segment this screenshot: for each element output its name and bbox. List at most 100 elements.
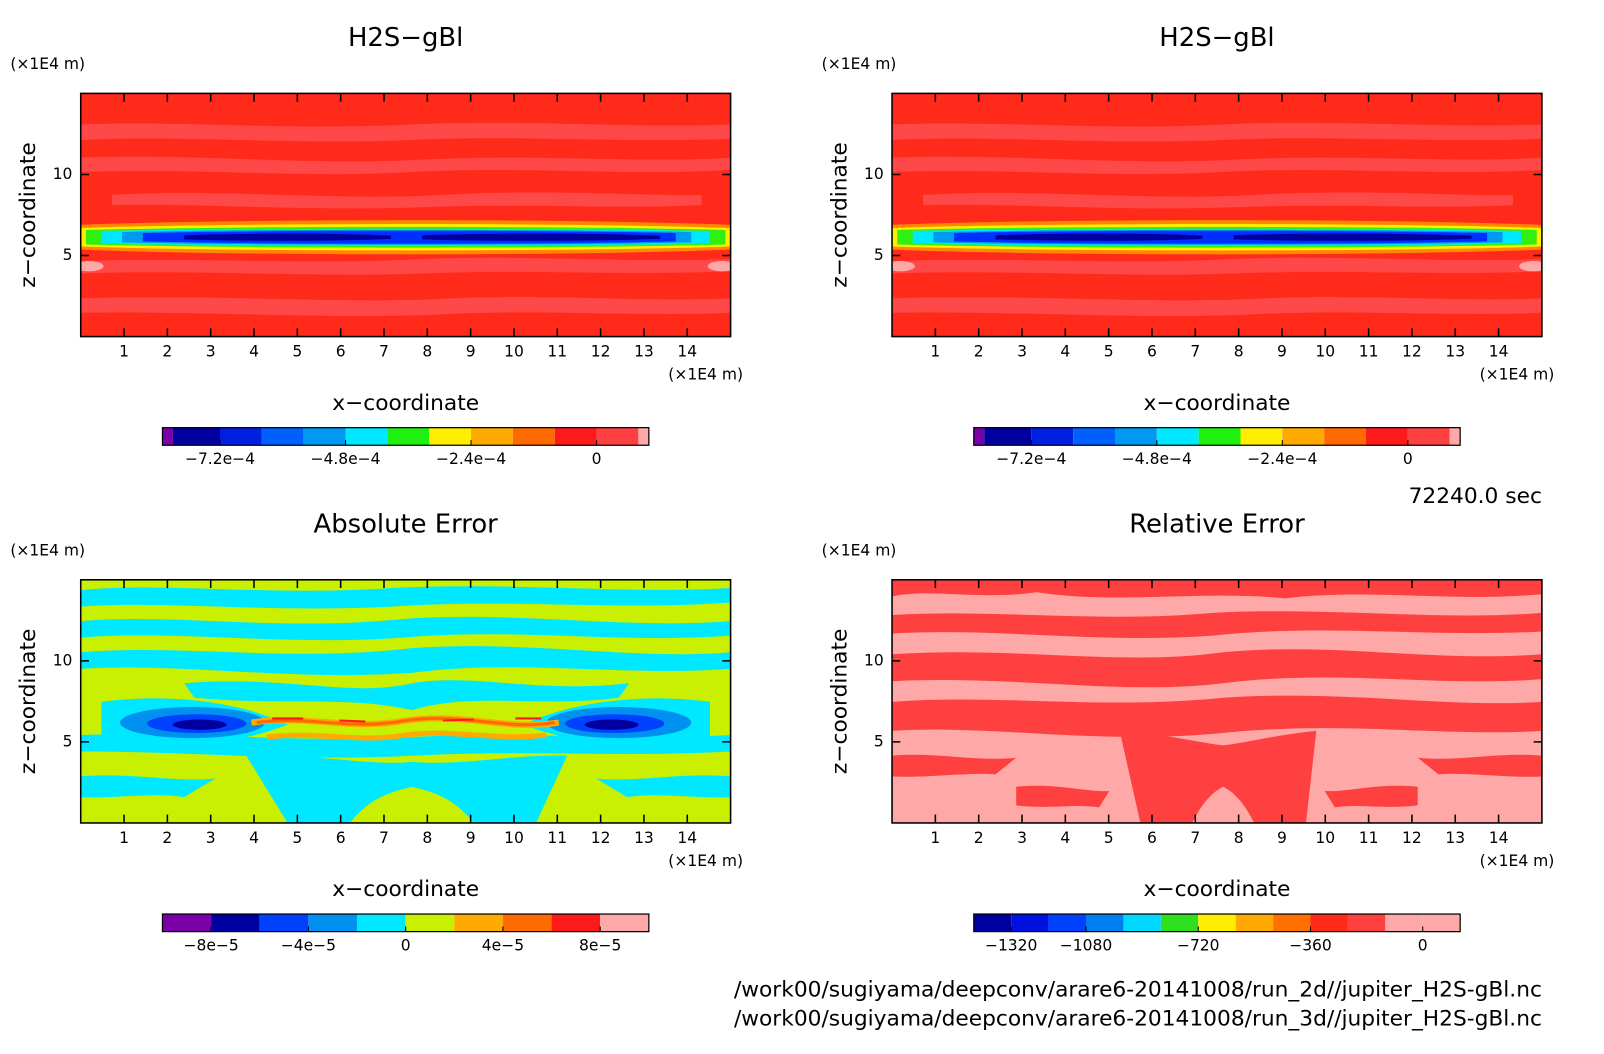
colorbar-segment [162, 914, 212, 932]
colorbar-segment [973, 914, 1012, 932]
x-tick-label: 5 [292, 829, 302, 847]
colorbar-frame [973, 913, 1461, 933]
colorbar-tick-label: 8e−5 [579, 937, 621, 955]
x-tick-label: 4 [249, 829, 259, 847]
colorbar-segment [1073, 427, 1115, 446]
colorbar-segment [512, 427, 555, 446]
colorbar-segment [984, 427, 1032, 446]
x-tick-label: 2 [162, 343, 172, 361]
x-tick-label: 10 [504, 829, 524, 847]
x-tick-label: 6 [1147, 829, 1157, 847]
x-unit: (×1E4 m) [668, 365, 743, 383]
x-tick-label: 6 [336, 829, 346, 847]
plot-frame [891, 92, 1543, 338]
colorbar-segment [1235, 914, 1274, 932]
x-tick-label: 8 [1234, 343, 1244, 361]
colorbar-tick-label: −4e−5 [281, 937, 336, 955]
y-axis-label: z−coordinate [16, 629, 41, 774]
colorbar-segment [1347, 914, 1386, 932]
x-tick-label: 9 [1277, 343, 1287, 361]
field-shapes [892, 579, 1542, 823]
x-tick-label: 3 [1017, 829, 1027, 847]
colorbar-segment [405, 914, 455, 932]
colorbar-segment [162, 427, 173, 446]
x-tick-label: 5 [1104, 829, 1114, 847]
x-tick-label: 8 [422, 343, 432, 361]
colorbar-segment [387, 427, 430, 446]
colorbar-frame [973, 427, 1461, 446]
plot-frame [79, 92, 732, 338]
colorbar-segment [219, 427, 262, 446]
x-tick-label: 2 [162, 829, 172, 847]
colorbar-tick-label: 4e−5 [482, 937, 524, 955]
colorbar-segment [259, 914, 309, 932]
x-tick-label: 4 [1060, 343, 1070, 361]
x-axis-label: x−coordinate [1144, 877, 1291, 902]
colorbar-segment [261, 427, 304, 446]
colorbar-segment [1407, 427, 1450, 446]
y-tick-label: 5 [874, 246, 884, 264]
x-tick-label: 13 [1445, 829, 1465, 847]
time-label: 72240.0 sec [1409, 484, 1542, 509]
colorbar-tick-label: −7.2e−4 [996, 450, 1066, 468]
colorbar-segment [1198, 427, 1241, 446]
contour-field [81, 580, 731, 823]
x-axis-label: x−coordinate [1144, 391, 1291, 416]
colorbar-segment [1422, 914, 1461, 932]
colorbar-tick-label: −2.4e−4 [1247, 450, 1317, 468]
y-axis-label: z−coordinate [16, 142, 41, 287]
x-tick-label: 8 [1234, 829, 1244, 847]
x-tick-label: 12 [1402, 343, 1422, 361]
field-shapes [81, 580, 731, 823]
colorbar-tick-label: 0 [1403, 450, 1413, 468]
colorbar-segment [973, 427, 985, 446]
x-tick-label: 13 [1445, 343, 1465, 361]
colorbar-tick-label: −2.4e−4 [436, 450, 506, 468]
y-tick-label: 5 [63, 732, 73, 750]
colorbar-segment [1366, 427, 1408, 446]
panel-title: H2S−gBl [1159, 23, 1274, 53]
x-tick-label: 4 [249, 343, 259, 361]
colorbar-segment [357, 914, 406, 932]
x-tick-label: 12 [591, 343, 611, 361]
x-tick-label: 7 [379, 829, 389, 847]
plot-frame [79, 579, 732, 824]
x-tick-label: 7 [1190, 343, 1200, 361]
x-tick-label: 11 [1359, 829, 1379, 847]
colorbar-segment [303, 427, 346, 446]
colorbar-segment [596, 427, 639, 446]
colorbar-segment [471, 427, 513, 446]
colorbar-segment [1324, 427, 1367, 446]
x-tick-label: 5 [1104, 343, 1114, 361]
colorbar-segment [1198, 914, 1236, 932]
x-tick-label: 9 [466, 829, 476, 847]
colorbar-segment [1240, 427, 1283, 446]
contour-field [892, 579, 1542, 823]
x-tick-label: 12 [1402, 829, 1422, 847]
x-tick-label: 10 [1315, 829, 1335, 847]
y-unit: (×1E4 m) [10, 541, 85, 559]
x-tick-label: 3 [206, 343, 216, 361]
x-tick-label: 8 [422, 829, 432, 847]
x-tick-label: 11 [547, 829, 567, 847]
y-unit: (×1E4 m) [10, 55, 85, 73]
colorbar-segment [1011, 914, 1049, 932]
field-shapes [80, 93, 731, 337]
x-tick-label: 2 [974, 343, 984, 361]
colorbar-segment [454, 914, 503, 932]
x-axis-label: x−coordinate [332, 877, 479, 902]
x-tick-label: 11 [547, 343, 567, 361]
y-axis-label: z−coordinate [827, 142, 852, 287]
colorbar-segment [600, 914, 649, 932]
x-tick-label: 1 [930, 829, 940, 847]
colorbar-tick-label: −720 [1177, 937, 1220, 955]
x-tick-label: 14 [677, 829, 697, 847]
colorbar-tick-label: 0 [592, 450, 602, 468]
x-tick-label: 1 [119, 829, 129, 847]
colorbar-segment [211, 914, 260, 932]
y-unit: (×1E4 m) [822, 541, 897, 559]
colorbar-segment [429, 427, 472, 446]
colorbar-frame [161, 427, 650, 446]
contour-field [80, 93, 731, 337]
colorbar-tick-label: −4.8e−4 [310, 450, 380, 468]
